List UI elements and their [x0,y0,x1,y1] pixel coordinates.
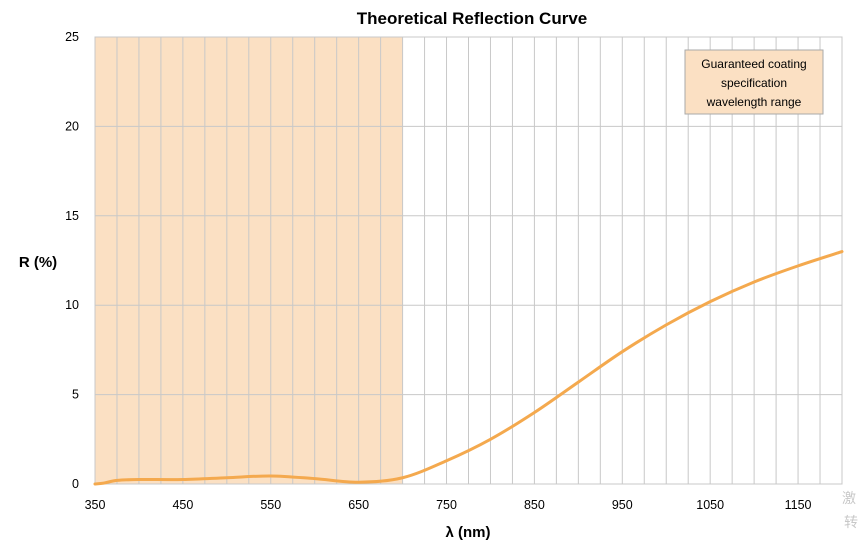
y-tick-label: 25 [65,30,79,44]
watermark-char-1: 激 [842,490,856,506]
plot-border [94,36,843,485]
legend-text-line: specification [721,76,787,90]
y-tick-label: 15 [65,209,79,223]
legend-box [684,49,824,115]
chart-title: Theoretical Reflection Curve [357,9,588,28]
y-axis-label: R (%) [19,254,57,271]
y-tick-label: 0 [72,477,79,491]
x-axis-label: λ (nm) [446,524,491,541]
x-tick-label: 1150 [785,498,812,512]
legend-text-line: Guaranteed coating [701,57,806,71]
x-tick-label: 650 [348,498,369,512]
x-tick-label: 750 [436,498,457,512]
y-tick-label: 5 [72,388,79,402]
x-tick-label: 1050 [696,498,724,512]
x-tick-label: 550 [260,498,281,512]
x-tick-label: 450 [172,498,193,512]
y-tick-label: 10 [65,298,79,312]
legend-text-line: wavelength range [706,95,802,109]
x-tick-label: 850 [524,498,545,512]
x-tick-label: 950 [612,498,633,512]
series-line-reflection [93,250,844,486]
x-tick-label: 350 [85,498,106,512]
y-tick-label: 20 [65,119,79,133]
watermark-char-2: 转 [844,514,858,530]
